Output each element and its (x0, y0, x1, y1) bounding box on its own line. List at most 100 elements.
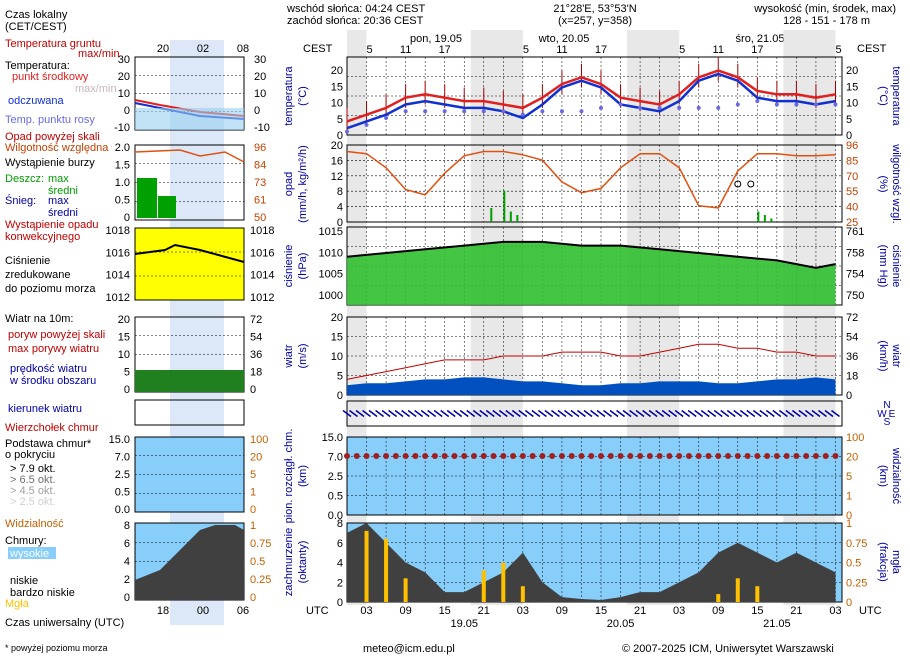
rain-bar (490, 208, 493, 222)
rain-bar (503, 190, 506, 222)
dewpoint-point (657, 105, 662, 110)
y-tick: 758 (846, 247, 864, 259)
cloud-top-dot (519, 453, 526, 459)
cloud-top-dot (422, 453, 429, 459)
pressure-axis-title-right: ciśnienie (890, 245, 902, 288)
y-tick: 6 (124, 538, 130, 550)
legend-cover-area (135, 525, 244, 600)
wind-arrow (818, 409, 827, 418)
low-cloud-area (347, 523, 836, 602)
coords-text: 21°28'E, 53°53'N (553, 3, 636, 15)
y-tick: 0 (254, 105, 260, 117)
wind-arrow (700, 409, 710, 418)
y-tick: 0 (250, 384, 256, 396)
cest-label-right: CEST (857, 43, 887, 55)
legend-rain-max: max (48, 173, 69, 185)
cloud-top-dot (353, 453, 360, 459)
y-tick: 70 (846, 171, 858, 183)
footnote: * powyżej poziomu morza (5, 643, 108, 653)
y-tick: 0 (337, 390, 343, 402)
y-tick: 0.5 (115, 195, 130, 207)
bottom-tick: 09 (712, 605, 724, 617)
bottom-tick: 03 (517, 605, 529, 617)
compass-w: W (877, 409, 887, 420)
wind-arrow (355, 409, 365, 418)
visibility-axis-unit: (km) (877, 465, 889, 487)
wind-arrow (368, 409, 378, 418)
legend-storm: Wystąpienie burzy (5, 157, 95, 169)
compass-n: N (883, 400, 890, 411)
bottom-tick: 21 (478, 605, 490, 617)
rain-bar (763, 215, 766, 222)
legend-temp-mid: punkt środkowy (12, 71, 89, 83)
legend-humidity-line (134, 149, 245, 163)
wind-arrow (342, 409, 352, 418)
wind-arrow (570, 409, 580, 418)
y-tick: 761 (846, 226, 864, 238)
y-tick: 0 (124, 212, 130, 224)
pressure-legend-frame (134, 227, 245, 301)
wind-arrow (349, 409, 358, 418)
y-tick: 1016 (250, 247, 274, 259)
day-label: śro, 21.05 (736, 33, 785, 45)
y-tick: 30 (254, 54, 266, 66)
wind-arrow (681, 409, 691, 418)
wind-arrow (648, 409, 658, 418)
dewpoint-point (677, 105, 682, 110)
legend-local-time: Czas lokalny (5, 9, 68, 21)
legend-humidity: Wilgotność względna (5, 142, 109, 154)
y-tick: 0 (337, 597, 343, 609)
cloud-top-dot (529, 453, 536, 459)
bottom-tick: 03 (829, 605, 841, 617)
dewpoint-point (520, 112, 525, 117)
visibility-axis-title: widzialność (890, 447, 902, 505)
y-tick: 0.5 (250, 556, 265, 568)
legend-precip-over: Opad powyżej skali (5, 131, 100, 143)
wind-arrow (804, 409, 814, 418)
y-tick: 40 (846, 202, 858, 214)
legend-utc-tick: 18 (157, 605, 169, 617)
day-label: pon, 19.05 (410, 33, 462, 45)
fog-bar (384, 538, 389, 602)
y-tick: 750 (846, 290, 864, 302)
dewpoint-point (559, 109, 564, 114)
pressure-legend-bg (135, 228, 244, 300)
fog-bar (735, 578, 740, 602)
cloud-top-dot (500, 453, 507, 459)
wind-arrow (537, 409, 547, 418)
bottom-tick: 09 (556, 605, 568, 617)
y-tick: 1012 (106, 292, 130, 304)
wind-arrow (596, 409, 606, 418)
y-tick: 1014 (250, 270, 274, 282)
legend-soil-temp: Temperatura gruntu (5, 38, 101, 50)
wind-arrow (511, 409, 521, 418)
top-tick: 11 (400, 44, 411, 56)
wind-arrow (472, 409, 482, 418)
wind-arrow (752, 409, 762, 418)
wind-arrow (498, 409, 508, 418)
y-tick: 85 (846, 155, 858, 167)
wind-arrow (420, 409, 430, 418)
wind-arrow (531, 409, 541, 418)
wind-arrow (557, 409, 567, 418)
gust-line (346, 343, 836, 380)
wind-arrow (642, 409, 652, 418)
y-tick: 0 (250, 504, 256, 516)
wind-axis-unit: (m/s) (297, 343, 309, 368)
y-tick: 4 (124, 556, 130, 568)
wind-arrow (765, 409, 775, 418)
cloud-top-dot (705, 453, 712, 459)
y-tick: 0 (846, 130, 852, 142)
cloud-top-dot (764, 453, 771, 459)
dewpoint-point (540, 109, 545, 114)
y-tick: 16 (331, 155, 343, 167)
dewpoint-point (579, 109, 584, 114)
y-tick: 2.0 (115, 142, 130, 154)
legend-soil-area (135, 108, 244, 130)
wind-arrow (759, 409, 769, 418)
y-tick: 100 (846, 432, 864, 444)
wind-arrow (798, 409, 808, 418)
cloud-top-dot (461, 453, 468, 459)
legend-utc-time: Czas uniwersalny (UTC) (5, 617, 124, 629)
cloud-top-dot (773, 453, 780, 459)
